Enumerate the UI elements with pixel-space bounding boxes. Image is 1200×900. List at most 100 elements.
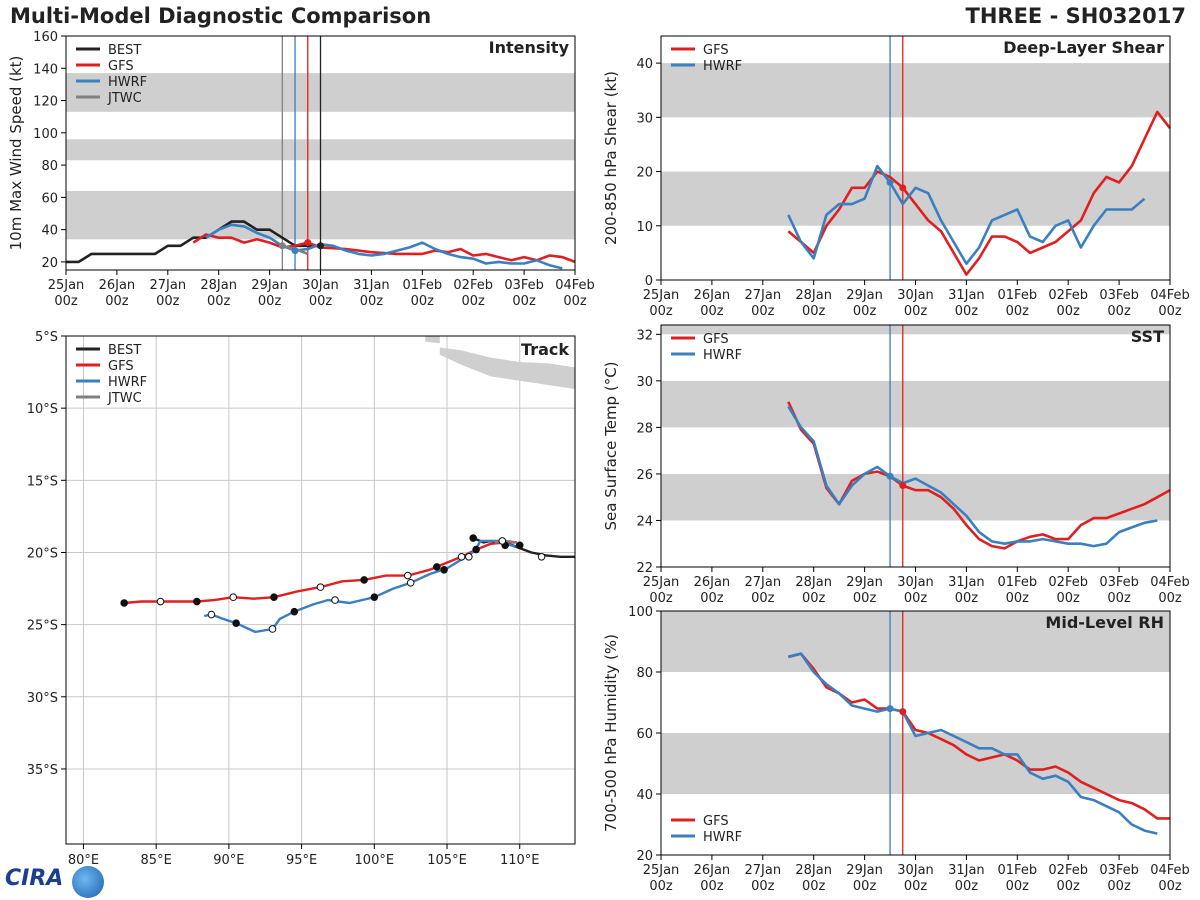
sst-xtick-hour: 00z bbox=[904, 591, 928, 606]
shear-ytick-label: 0 bbox=[645, 274, 653, 289]
rh-xtick-hour: 00z bbox=[1158, 879, 1182, 894]
shear-xtick-date: 27Jan bbox=[745, 288, 782, 303]
sst-xtick-date: 01Feb bbox=[998, 575, 1038, 590]
rh-xtick-date: 25Jan bbox=[643, 863, 680, 878]
track-marker-hwrf-filled bbox=[440, 565, 448, 574]
shear-legend-label-hwrf: HWRF bbox=[703, 59, 742, 74]
sst-band-0 bbox=[661, 473, 1170, 521]
track-marker-best-filled bbox=[469, 534, 478, 542]
sst-ytick-label: 32 bbox=[636, 328, 653, 343]
intensity-xtick-hour: 00z bbox=[54, 294, 78, 309]
track-legend-label-gfs: GFS bbox=[108, 359, 134, 374]
cira-logo: CIRA bbox=[5, 866, 64, 891]
intensity-ytick-label: 120 bbox=[33, 95, 58, 110]
rh-xtick-hour: 00z bbox=[802, 879, 826, 894]
shear-xtick-hour: 00z bbox=[904, 304, 928, 319]
intensity-ylabel: 10m Max Wind Speed (kt) bbox=[7, 56, 25, 251]
rh-init-marker-gfs bbox=[899, 708, 907, 716]
shear-xtick-date: 30Jan bbox=[897, 288, 934, 303]
intensity-xtick-hour: 00z bbox=[156, 294, 180, 309]
rh-xtick-date: 02Feb bbox=[1048, 863, 1088, 878]
sst-init-marker-hwrf bbox=[886, 472, 894, 480]
intensity-xtick-date: 01Feb bbox=[403, 278, 443, 293]
rh-xtick-hour: 00z bbox=[904, 879, 928, 894]
track-marker-gfs-filled bbox=[360, 576, 368, 584]
shear-band-0 bbox=[661, 171, 1170, 226]
rh-xtick-hour: 00z bbox=[853, 879, 877, 894]
rh-panel: 2040608010025Jan00z26Jan00z27Jan00z28Jan… bbox=[602, 605, 1190, 894]
shear-xtick-hour: 00z bbox=[1006, 304, 1030, 319]
intensity-xtick-date: 30Jan bbox=[302, 278, 339, 293]
intensity-series-best bbox=[66, 220, 321, 264]
shear-ylabel: 200-850 hPa Shear (kt) bbox=[602, 71, 620, 245]
track-plot-area bbox=[66, 336, 575, 844]
sst-band-2 bbox=[661, 325, 1170, 335]
track-marker-hwrf-open bbox=[207, 610, 216, 619]
sst-xtick-hour: 00z bbox=[700, 591, 724, 606]
rh-xtick-hour: 00z bbox=[1057, 879, 1081, 894]
rh-series-hwrf bbox=[787, 652, 1158, 835]
track-title: Track bbox=[521, 340, 569, 359]
rh-xtick-date: 04Feb bbox=[1150, 863, 1190, 878]
rh-xtick-hour: 00z bbox=[1107, 879, 1131, 894]
shear-xtick-date: 31Jan bbox=[948, 288, 985, 303]
track-panel: 80°E 85°E 90°E 95°E 100°E 105°E 110°E 5°S 10°S 15… bbox=[27, 330, 576, 868]
intensity-xtick-date: 25Jan bbox=[48, 278, 85, 293]
intensity-legend-label-jtwc: JTWC bbox=[107, 91, 142, 106]
rh-xtick-hour: 00z bbox=[700, 879, 724, 894]
storm-id: THREE - SH032017 bbox=[965, 4, 1186, 28]
shear-init-marker-gfs bbox=[899, 184, 907, 192]
sst-ytick-label: 22 bbox=[636, 561, 653, 576]
track-marker-gfs-open bbox=[156, 597, 165, 606]
track-marker-best-open bbox=[537, 553, 546, 561]
rh-xtick-hour: 00z bbox=[649, 879, 673, 894]
track-xtick-label: 95°E bbox=[286, 853, 317, 868]
intensity-xtick-hour: 00z bbox=[462, 294, 486, 309]
track-marker-gfs-open bbox=[316, 583, 325, 591]
shear-ytick-label: 30 bbox=[636, 111, 653, 126]
sst-xtick-hour: 00z bbox=[955, 591, 979, 606]
intensity-init-marker-hwrf bbox=[291, 247, 299, 255]
track-marker-gfs-filled bbox=[193, 597, 201, 606]
track-land-sumatra bbox=[425, 336, 440, 344]
sst-title: SST bbox=[1131, 327, 1164, 346]
intensity-init-marker-best bbox=[317, 242, 324, 250]
shear-xtick-hour: 00z bbox=[955, 304, 979, 319]
rh-init-marker-hwrf bbox=[886, 705, 894, 713]
track-ytick-label: 30°S bbox=[27, 691, 58, 706]
intensity-ytick-label: 100 bbox=[33, 127, 58, 142]
shear-xtick-date: 26Jan bbox=[694, 288, 731, 303]
sst-legend-label-gfs: GFS bbox=[703, 332, 729, 347]
rh-xtick-date: 29Jan bbox=[846, 863, 883, 878]
intensity-xtick-hour: 00z bbox=[512, 294, 536, 309]
track-xtick-label: 80°E bbox=[68, 853, 99, 868]
track-marker-gfs-open bbox=[457, 553, 466, 561]
track-ytick-label: 35°S bbox=[27, 763, 58, 778]
shear-xtick-date: 25Jan bbox=[643, 288, 680, 303]
rh-xtick-date: 31Jan bbox=[948, 863, 985, 878]
rh-xtick-date: 30Jan bbox=[897, 863, 934, 878]
sst-xtick-hour: 00z bbox=[802, 591, 826, 606]
rh-ylabel: 700-500 hPa Humidity (%) bbox=[602, 634, 620, 832]
intensity-xtick-date: 26Jan bbox=[99, 278, 136, 293]
track-land-java bbox=[439, 347, 575, 389]
intensity-xtick-hour: 00z bbox=[105, 294, 129, 309]
intensity-xtick-date: 31Jan bbox=[353, 278, 390, 293]
sst-ytick-label: 24 bbox=[636, 514, 653, 529]
sst-xtick-hour: 00z bbox=[1006, 591, 1030, 606]
intensity-xtick-hour: 00z bbox=[563, 294, 587, 309]
sst-init-marker-gfs bbox=[899, 482, 907, 490]
shear-title: Deep-Layer Shear bbox=[1003, 38, 1164, 57]
sst-xtick-date: 26Jan bbox=[694, 575, 731, 590]
track-marker-gfs-filled bbox=[472, 545, 480, 554]
track-frame bbox=[65, 335, 576, 845]
track-ytick-label: 25°S bbox=[27, 619, 58, 634]
intensity-ytick-label: 160 bbox=[33, 30, 58, 45]
intensity-legend-label-best: BEST bbox=[108, 43, 141, 58]
sst-ylabel: Sea Surface Temp (°C) bbox=[602, 361, 620, 530]
track-ytick-label: 20°S bbox=[27, 546, 58, 561]
intensity-ytick-label: 140 bbox=[33, 62, 58, 77]
rh-xtick-date: 01Feb bbox=[998, 863, 1038, 878]
intensity-ytick-label: 60 bbox=[41, 191, 58, 206]
shear-ytick-label: 10 bbox=[636, 220, 653, 235]
